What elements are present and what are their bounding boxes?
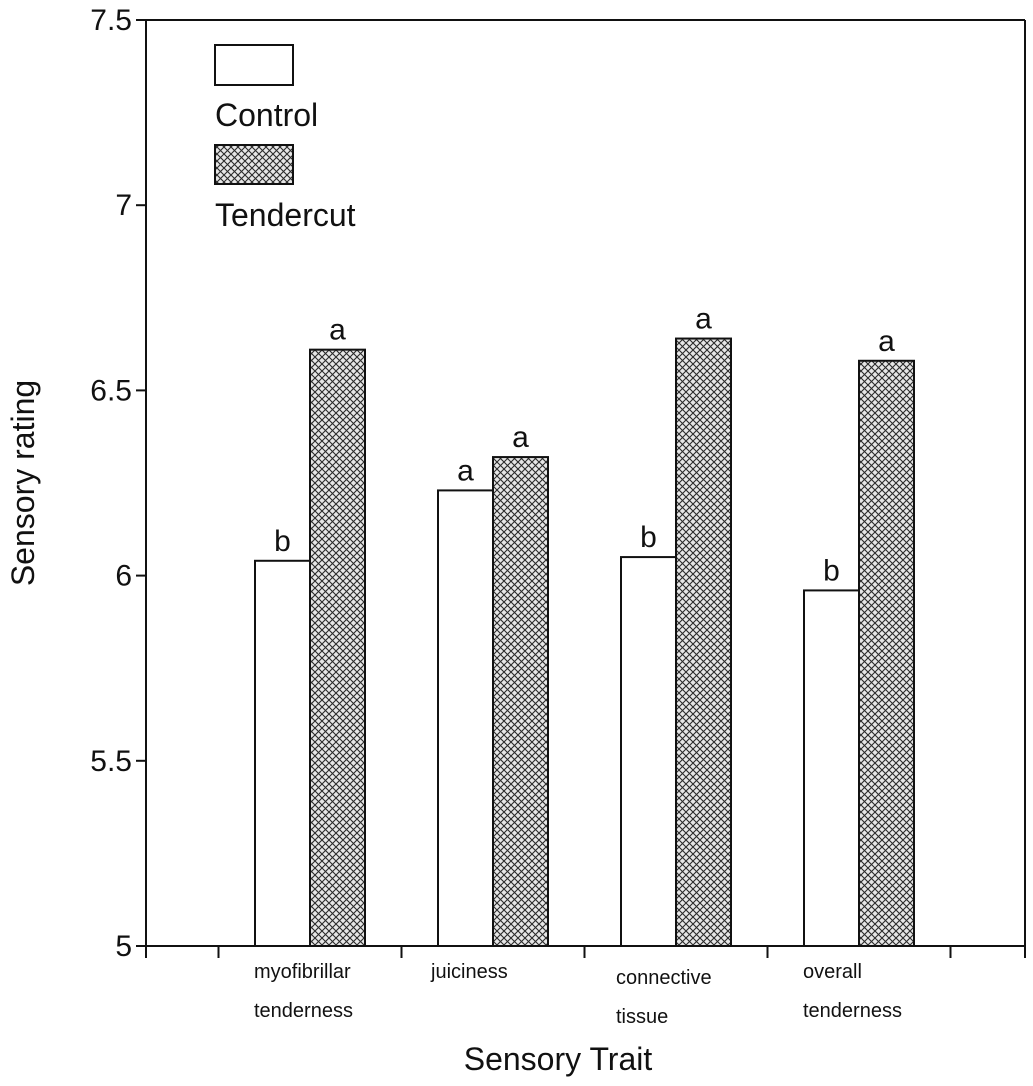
category-labels-group: myofibrillar tenderness juiciness connectiv…	[254, 961, 902, 1028]
significance-label: b	[640, 521, 657, 554]
significance-label: a	[695, 303, 712, 336]
y-tick-label: 6	[115, 560, 132, 593]
legend-swatch-tendercut	[214, 144, 294, 185]
significance-label: a	[457, 454, 474, 487]
bar-control	[254, 559, 311, 947]
significance-labels-group: b a a a b a b a	[274, 303, 895, 588]
bar-control	[803, 589, 860, 948]
bar-control	[437, 489, 494, 947]
bar-tendercut	[675, 337, 732, 947]
x-category-label: myofibrillar	[254, 961, 351, 983]
bar-tendercut	[309, 348, 366, 947]
legend-label-tendercut: Tendercut	[215, 197, 356, 233]
significance-label: a	[512, 421, 529, 454]
bar-tendercut	[492, 456, 549, 947]
x-category-label: juiciness	[430, 961, 508, 983]
legend-label-control: Control	[215, 97, 318, 133]
significance-label: b	[823, 554, 840, 587]
bar-tendercut	[858, 359, 915, 947]
x-axis-title: Sensory Trait	[464, 1041, 653, 1077]
y-tick-group: 5 5.5 6 6.5 7 7.5	[90, 4, 146, 963]
bar-control	[620, 556, 677, 948]
y-axis-title: Sensory rating	[5, 380, 41, 586]
significance-label: a	[329, 314, 346, 347]
significance-label: a	[878, 325, 895, 358]
y-tick-label: 5.5	[90, 745, 132, 778]
y-tick-label: 5	[115, 930, 132, 963]
x-category-label: tenderness	[803, 1000, 902, 1022]
x-category-label: overall	[803, 961, 862, 983]
y-tick-label: 6.5	[90, 374, 132, 407]
y-tick-label: 7.5	[90, 4, 132, 37]
plot-frame	[146, 19, 1026, 946]
y-tick-label: 7	[115, 189, 132, 222]
x-tick-group	[145, 946, 1026, 958]
x-category-label: tissue	[616, 1006, 668, 1028]
legend-swatch-control	[214, 44, 294, 86]
bars-group	[254, 337, 915, 948]
x-category-label: tenderness	[254, 1000, 353, 1022]
legend: Control Tendercut	[214, 44, 356, 233]
significance-label: b	[274, 525, 291, 558]
x-category-label: connective	[616, 967, 712, 989]
